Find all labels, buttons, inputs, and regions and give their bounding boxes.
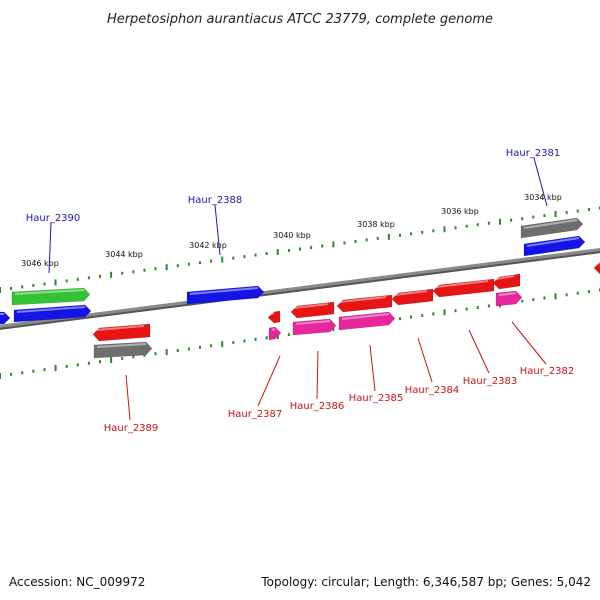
gene-haur-2381-gray[interactable] [520, 217, 584, 239]
accession-text: Accession: NC_009972 [9, 575, 145, 589]
gene-haur-2382-pink[interactable] [495, 290, 523, 307]
gene-haur-2387-red[interactable] [267, 310, 281, 324]
leader-haur-2387 [257, 355, 281, 407]
leader-haur-2385 [369, 344, 376, 392]
gene-haur-2386-red-highlight [293, 303, 329, 309]
scale-label-3038: 3038 kbp [357, 220, 395, 229]
gene-label-haur-2389[interactable]: Haur_2389 [104, 423, 159, 434]
gene-haur-2389-red-highlight [95, 325, 145, 331]
gene-haur-2388-blue[interactable] [186, 285, 265, 305]
gene-haur-2389-gray[interactable] [93, 341, 153, 359]
gene-haur-2382-red-highlight [495, 275, 515, 280]
gene-left-edge-blue[interactable] [0, 311, 11, 325]
gene-label-haur-2386[interactable]: Haur_2386 [290, 401, 345, 412]
map-title: Herpetosiphon aurantiacus ATCC 23779, co… [107, 12, 493, 27]
gene-label-haur-2388[interactable]: Haur_2388 [188, 195, 243, 206]
gene-haur-2388-blue-highlight [189, 287, 259, 295]
gene-label-haur-2381[interactable]: Haur_2381 [506, 148, 561, 159]
gene-haur-2387-red-highlight [270, 312, 275, 315]
leader-haur-2382 [511, 321, 547, 365]
gene-haur-2390-green[interactable] [11, 287, 91, 306]
gene-haur-2386-pink-highlight [295, 320, 331, 325]
scale-label-3046: 3046 kbp [21, 259, 59, 268]
gene-labels: Haur_2381 Haur_2388 Haur_2390 Haur_2382 … [26, 148, 575, 434]
gene-haur-2381-gray-highlight [523, 219, 578, 229]
gene-haur-2387-pink[interactable] [268, 326, 282, 341]
gene-right-edge-red[interactable] [593, 260, 600, 275]
scale-label-3042: 3042 kbp [189, 241, 227, 250]
leader-haur-2383 [468, 329, 490, 374]
scale-label-3040: 3040 kbp [273, 231, 311, 240]
gene-haur-2385-pink[interactable] [338, 311, 396, 331]
gene-label-haur-2385[interactable]: Haur_2385 [349, 393, 404, 404]
outer-tick-track [0, 206, 600, 293]
gene-haur-2386-red[interactable] [290, 301, 335, 319]
leader-haur-2381 [533, 157, 548, 207]
gene-features [0, 217, 600, 359]
scale-label-3036: 3036 kbp [441, 207, 479, 216]
scale-label-3034: 3034 kbp [524, 193, 562, 202]
gene-haur-2389-red[interactable] [92, 323, 151, 342]
gene-label-haur-2384[interactable]: Haur_2384 [405, 385, 460, 396]
gene-haur-2387-pink-highlight [271, 328, 276, 331]
gene-haur-2383-red-highlight [435, 280, 489, 288]
gene-haur-2385-red-highlight [339, 296, 387, 303]
gene-label-haur-2390[interactable]: Haur_2390 [26, 213, 81, 224]
leader-haur-2389 [125, 374, 131, 421]
gene-haur-2390-blue[interactable] [13, 304, 92, 323]
gene-haur-2382-pink-highlight [498, 292, 517, 296]
gene-label-haur-2383[interactable]: Haur_2383 [463, 376, 518, 387]
gene-label-haur-2382[interactable]: Haur_2382 [520, 366, 575, 377]
gene-haur-2381-blue[interactable] [523, 235, 586, 257]
gene-haur-2383-red[interactable] [432, 278, 495, 298]
gene-haur-2390-blue-highlight [16, 306, 86, 313]
leader-haur-2384 [417, 337, 433, 383]
scale-label-3044: 3044 kbp [105, 250, 143, 259]
leader-haur-2388 [214, 204, 221, 256]
gene-haur-2384-red-highlight [394, 290, 428, 296]
gene-haur-2386-pink[interactable] [292, 318, 337, 336]
gene-haur-2381-blue-highlight [526, 237, 580, 247]
label-leaders [48, 157, 548, 421]
gene-haur-2384-red[interactable] [391, 288, 434, 306]
leader-haur-2386 [316, 350, 319, 400]
leader-haur-2390 [48, 222, 52, 274]
scale-labels: 3034 kbp 3036 kbp 3038 kbp 3040 kbp 3042… [21, 193, 562, 268]
gene-haur-2389-gray-highlight [96, 343, 147, 348]
gene-haur-2385-red[interactable] [336, 294, 393, 313]
gene-label-haur-2387[interactable]: Haur_2387 [228, 409, 283, 420]
gene-haur-2390-green-highlight [14, 289, 85, 295]
gene-haur-2385-pink-highlight [341, 313, 390, 320]
genome-summary-text: Topology: circular; Length: 6,346,587 bp… [260, 575, 591, 589]
